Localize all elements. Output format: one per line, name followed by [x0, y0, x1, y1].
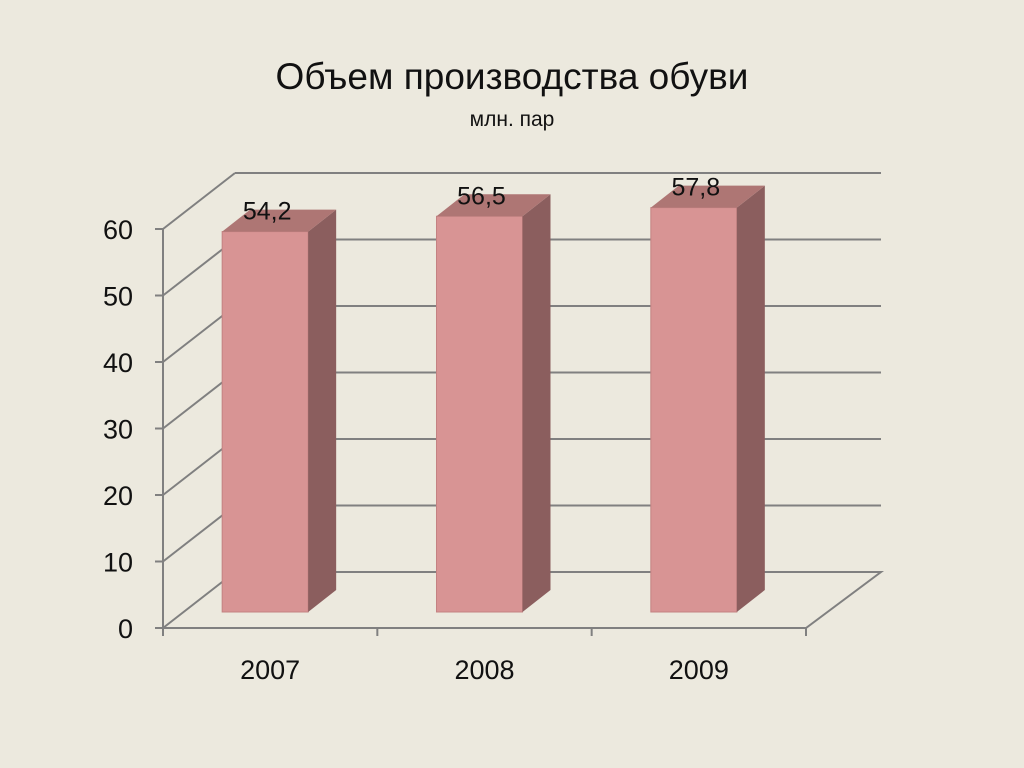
chart-subtitle: млн. пар	[469, 108, 555, 131]
bar-front	[436, 215, 523, 613]
y-tick-label: 0	[118, 614, 133, 644]
bar-front	[650, 207, 738, 613]
bars	[221, 185, 765, 613]
data-label: 57,8	[671, 174, 720, 202]
y-tick-label: 60	[103, 215, 133, 245]
bar-top	[436, 194, 551, 217]
axes	[155, 228, 807, 636]
chart-title: Объем производства обуви	[275, 56, 749, 97]
y-tick-label: 30	[103, 415, 133, 445]
bar-top	[222, 209, 337, 232]
bar-side	[308, 209, 337, 612]
y-tick-label: 40	[103, 348, 133, 378]
bar-front	[221, 231, 309, 613]
bar-side	[736, 185, 765, 612]
labels: 0 10 20 30 40 50 60 54,2 2007 56,5 2008 57,8 2009	[103, 174, 729, 685]
x-tick-label: 2009	[669, 655, 729, 685]
bar-top	[650, 185, 765, 208]
y-tick-label: 50	[103, 282, 133, 312]
bar-side	[522, 194, 551, 612]
y-tick-label: 10	[103, 548, 133, 578]
y-tick-label: 20	[103, 481, 133, 511]
x-tick-label: 2008	[454, 655, 514, 685]
data-label: 54,2	[243, 198, 292, 226]
x-tick-label: 2007	[240, 655, 300, 685]
gridline-side	[162, 172, 236, 230]
data-label: 56,5	[457, 182, 506, 210]
